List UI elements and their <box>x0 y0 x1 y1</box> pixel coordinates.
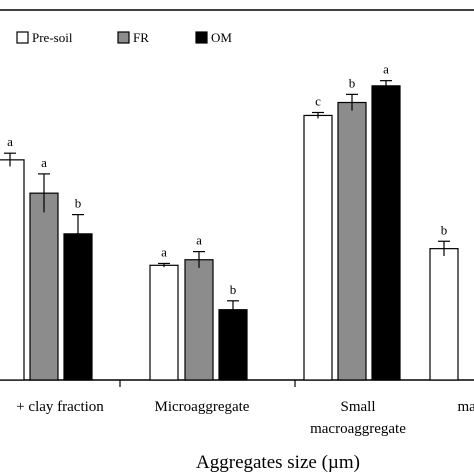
legend-label: OM <box>211 30 232 45</box>
category-label: mac <box>458 399 474 415</box>
legend-swatch <box>195 31 208 44</box>
x-axis-title: Aggregates size (µm) <box>196 452 360 473</box>
significance-letter: a <box>383 62 389 77</box>
error-bar <box>158 262 170 268</box>
error-bar <box>312 111 324 119</box>
legend-label: Pre-soil <box>32 30 73 45</box>
legend-swatch <box>16 31 29 44</box>
error-bar <box>38 173 50 213</box>
bar-fr-0 <box>29 192 59 381</box>
legend-item-om: OM <box>195 30 232 45</box>
significance-letter: b <box>349 75 356 90</box>
legend-item-fr: FR <box>117 30 149 45</box>
bar-pre-soil-0 <box>0 159 25 381</box>
bar-fr-1 <box>184 259 214 381</box>
significance-letter: a <box>41 155 47 170</box>
error-bar <box>227 300 239 319</box>
legend-swatch <box>117 31 130 44</box>
category-label: Small <box>340 399 375 415</box>
error-bar <box>4 152 16 167</box>
bar-pre-soil-3 <box>429 248 459 381</box>
error-bar <box>72 214 84 254</box>
bar-om-0 <box>63 233 93 381</box>
error-bar <box>438 240 450 257</box>
legend: Pre-soil FR OM <box>16 30 232 45</box>
bar-pre-soil-1 <box>149 264 179 381</box>
bar-om-1 <box>218 309 248 381</box>
legend-label: FR <box>133 30 149 45</box>
bar-om-2 <box>371 85 401 381</box>
category-label: Microaggregate <box>155 399 250 415</box>
bars-layer <box>0 80 459 381</box>
bar-fr-2 <box>337 101 367 381</box>
significance-letter: a <box>7 134 13 149</box>
significance-letter: b <box>230 282 237 297</box>
legend-item-pre-soil: Pre-soil <box>16 30 73 45</box>
error-bar <box>346 93 358 111</box>
error-bar <box>380 80 392 92</box>
significance-letter: b <box>75 196 82 211</box>
significance-letter: a <box>196 233 202 248</box>
category-label: macroaggregate <box>310 421 406 437</box>
labels-layer: a a c b a a b b b a + clay fraction Microaggregate S… <box>7 62 474 437</box>
bar-pre-soil-2 <box>303 114 333 381</box>
error-bar <box>193 251 205 268</box>
significance-letter: c <box>315 93 321 108</box>
significance-letter: a <box>161 244 167 259</box>
category-label: + clay fraction <box>16 399 104 415</box>
significance-letter: b <box>441 222 448 237</box>
